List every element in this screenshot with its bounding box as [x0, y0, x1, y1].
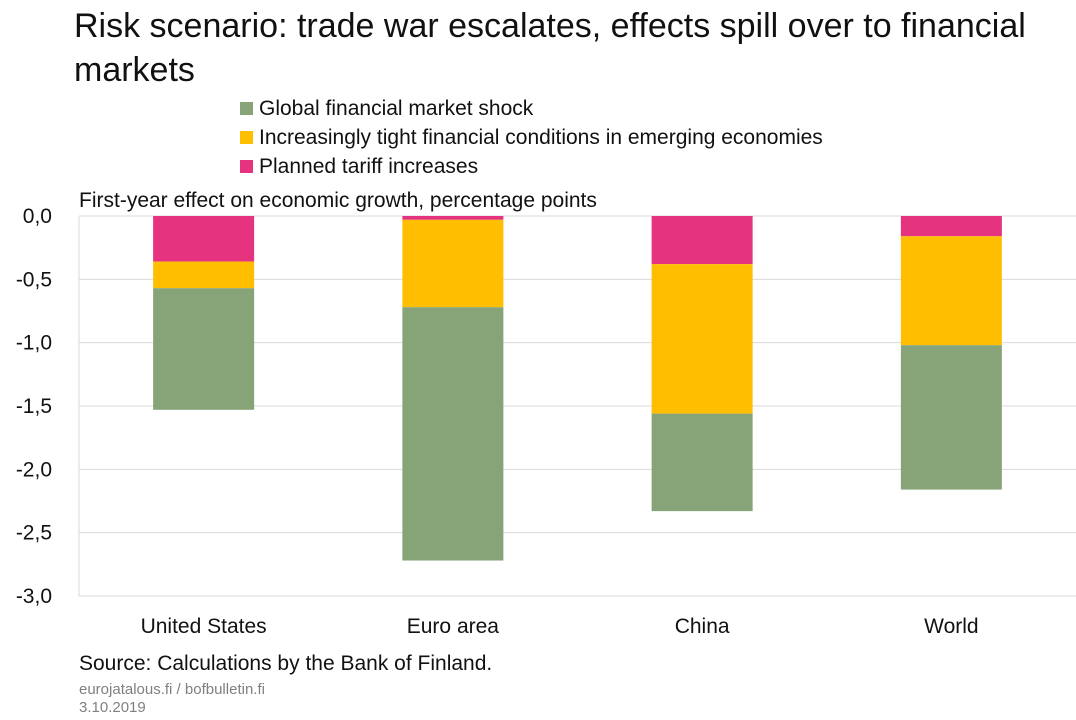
x-tick-label: China	[675, 615, 730, 638]
y-axis: 0,0 -0,5 -1,0 -1,5 -2,0 -2,5 -3,0	[16, 205, 52, 608]
y-tick-label: -2,5	[16, 522, 52, 545]
x-tick-label: World	[924, 615, 978, 638]
x-axis: United States Euro area China World	[141, 615, 979, 638]
bar-segment	[153, 216, 255, 262]
bar-segment	[153, 288, 255, 410]
source-note: Source: Calculations by the Bank of Finl…	[79, 652, 493, 675]
y-tick-label: 0,0	[23, 205, 52, 228]
y-tick-label: -2,0	[16, 458, 52, 481]
legend-label-tight-conditions: Increasingly tight financial conditions …	[259, 125, 823, 149]
x-tick-label: Euro area	[407, 615, 500, 638]
bar-segment	[402, 219, 504, 308]
legend-label-market-shock: Global financial market shock	[259, 96, 534, 120]
y-tick-label: -3,0	[16, 585, 52, 608]
footer-date: 3.10.2019	[79, 699, 146, 716]
bar-segment	[900, 345, 1002, 490]
legend-swatch-tariffs	[240, 160, 253, 173]
bar-segment	[651, 413, 753, 512]
y-tick-label: -0,5	[16, 268, 52, 291]
legend-swatch-market-shock	[240, 102, 253, 115]
legend-item-tariffs: Planned tariff increases	[240, 152, 823, 181]
y-tick-label: -1,5	[16, 395, 52, 418]
chart-subtitle: First-year effect on economic growth, pe…	[79, 189, 597, 212]
legend-swatch-tight-conditions	[240, 131, 253, 144]
legend-item-tight-conditions: Increasingly tight financial conditions …	[240, 123, 823, 152]
bar-segment	[153, 261, 255, 289]
bar-segment	[651, 264, 753, 414]
bar-segment	[900, 236, 1002, 346]
bar-chart: First-year effect on economic growth, pe…	[16, 189, 1076, 638]
bar-segment	[402, 307, 504, 561]
bars	[153, 216, 1002, 561]
bar-segment	[900, 216, 1002, 237]
legend-label-tariffs: Planned tariff increases	[259, 154, 479, 178]
x-tick-label: United States	[141, 615, 267, 638]
chart-title: Risk scenario: trade war escalates, effe…	[74, 7, 1026, 89]
legend: Global financial market shock Increasing…	[240, 94, 823, 181]
bar-segment	[402, 216, 504, 220]
y-tick-label: -1,0	[16, 332, 52, 355]
footer-site: eurojatalous.fi / bofbulletin.fi	[79, 681, 265, 698]
bar-segment	[651, 216, 753, 265]
legend-item-market-shock: Global financial market shock	[240, 94, 823, 123]
